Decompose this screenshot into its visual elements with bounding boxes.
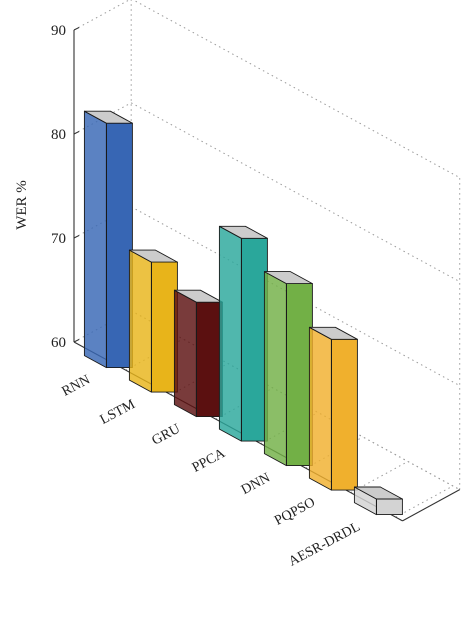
bar-pqpso [308,326,358,491]
bar-top-face [263,271,313,285]
x-tick-label-dnn: DNN [239,471,273,498]
bar-front-face [285,283,313,467]
y-axis-title: WER % [14,180,30,230]
bar-top-face [83,110,133,124]
x-tick-label-pqpso: PQPSO [272,495,318,529]
grid-line [130,102,460,283]
bar-top-face [128,249,178,263]
grid-line [73,206,132,239]
bar-side-face [218,225,242,442]
bar-front-face [195,301,223,418]
bar-front-face [240,237,268,442]
bar-side-face [83,110,107,369]
bar-lstm [128,249,178,393]
bar-layer [83,110,403,516]
y-tick-label: 90 [51,23,66,39]
grid-line [73,102,132,135]
y-tick-label: 60 [51,335,66,351]
bar-side-face [308,326,332,491]
y-tick-label: 80 [51,127,66,143]
y-tick-mark [73,131,80,135]
grid-line [395,485,454,518]
bar-front-face [330,338,358,491]
bar-dnn [263,271,313,467]
grid-line [132,0,460,179]
bar-top-face [353,486,403,500]
bar-top-face [308,326,358,340]
grid-line [73,310,132,343]
x-tick-label-gru: GRU [150,422,183,449]
grid-line [73,0,131,31]
y-tick-mark [73,235,80,239]
bar-front-face [150,261,178,393]
x-tick-label-rnn: RNN [60,373,93,400]
bar-ppca [218,225,268,442]
x-tick-label-ppca: PPCA [190,446,229,476]
x-tick-label-aesr-drdl: AESR-DRDL [286,520,362,570]
floor-right-edge [402,489,460,522]
y-tick-label: 70 [51,231,66,247]
bar-aesr-drdl [353,486,403,516]
bar-side-face [263,271,287,467]
bar-front-face [375,498,403,516]
bar-front-face [105,122,133,369]
bar-gru [173,289,223,418]
y-tick-mark [73,339,80,343]
y-tick-mark [73,27,80,31]
bar-rnn [83,110,133,369]
x-tick-label-lstm: LSTM [98,397,138,428]
bar-side-face [173,289,197,418]
bar-side-face [128,249,152,393]
bar-top-face [218,225,268,239]
